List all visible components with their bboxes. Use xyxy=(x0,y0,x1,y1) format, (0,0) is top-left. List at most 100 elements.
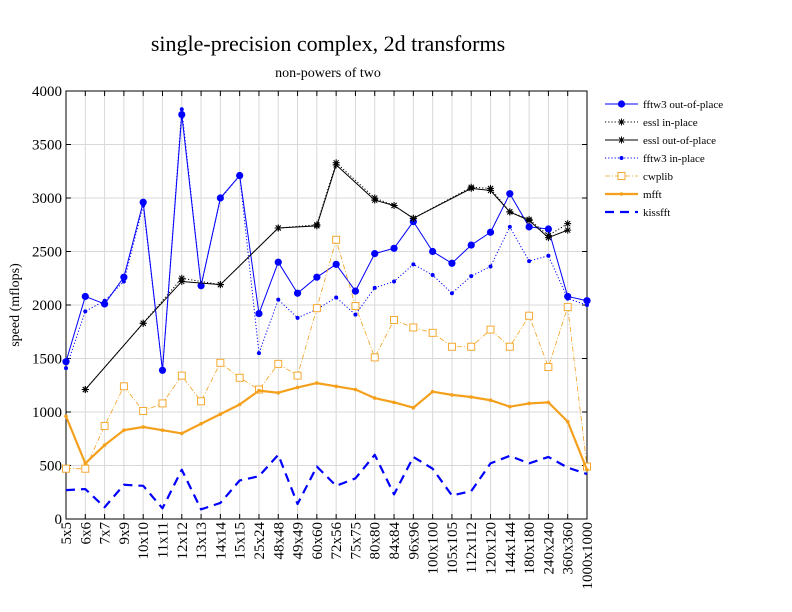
data-point xyxy=(392,400,396,405)
data-point xyxy=(177,371,186,380)
x-tick-label: 360x360 xyxy=(561,522,577,575)
y-tick-label: 4000 xyxy=(32,84,62,100)
data-point xyxy=(525,223,533,231)
legend-label: essl in-place xyxy=(643,117,698,129)
data-point xyxy=(351,302,360,311)
y-tick-label: 3000 xyxy=(32,191,62,207)
data-point xyxy=(525,311,534,320)
x-tick-label: 240x240 xyxy=(541,522,557,575)
data-point xyxy=(334,384,338,389)
y-tick-label: 2000 xyxy=(32,298,62,314)
data-point xyxy=(618,136,625,144)
data-point xyxy=(585,467,589,472)
data-point xyxy=(141,425,145,429)
data-point xyxy=(312,304,321,313)
data-point xyxy=(64,414,68,419)
x-tick-label: 96x96 xyxy=(406,522,422,560)
data-point xyxy=(313,222,321,230)
data-point xyxy=(199,421,203,426)
legend-entry: essl in-place xyxy=(605,117,698,129)
data-point xyxy=(100,300,109,308)
series-line xyxy=(65,114,588,371)
data-point xyxy=(390,244,398,252)
data-point xyxy=(525,216,533,224)
data-point xyxy=(295,315,300,320)
data-point xyxy=(544,225,553,233)
data-point xyxy=(199,283,204,288)
data-point xyxy=(293,289,302,297)
data-point xyxy=(256,351,261,356)
x-tick-label: 60x60 xyxy=(310,522,326,560)
chart-title: single-precision complex, 2d transforms xyxy=(151,31,505,56)
data-point xyxy=(197,397,206,406)
data-point xyxy=(564,226,572,234)
series-line xyxy=(64,382,589,471)
data-point xyxy=(390,316,398,324)
legend-entry: fftw3 in-place xyxy=(605,153,705,165)
x-tick-label: 100x100 xyxy=(426,522,442,575)
x-tick-label: 75x75 xyxy=(348,522,364,560)
x-tick-label: 10x10 xyxy=(136,522,152,560)
x-tick-label: 105x105 xyxy=(445,522,461,575)
data-point xyxy=(139,406,148,415)
x-tick-label: 7x7 xyxy=(98,522,114,545)
x-tick-label: 6x6 xyxy=(78,522,94,545)
data-point xyxy=(370,353,379,362)
data-point xyxy=(469,395,474,399)
data-point xyxy=(527,401,531,406)
data-point xyxy=(507,224,512,229)
data-point xyxy=(351,287,360,295)
series-0 xyxy=(62,110,591,374)
data-point xyxy=(276,390,281,395)
data-point xyxy=(487,187,495,195)
data-point xyxy=(565,419,570,424)
legend-label: fftw3 in-place xyxy=(643,153,705,165)
data-point xyxy=(411,262,416,267)
data-point xyxy=(617,172,626,180)
series-line xyxy=(65,108,588,371)
x-tick-label: 9x9 xyxy=(117,522,133,545)
x-tick-label: 180x180 xyxy=(522,522,538,575)
data-point xyxy=(409,214,417,222)
data-point xyxy=(546,253,551,258)
data-point xyxy=(64,366,68,371)
data-point xyxy=(467,184,475,192)
data-point xyxy=(486,325,495,334)
data-point xyxy=(411,405,416,410)
data-point xyxy=(235,373,244,382)
x-tick-label: 13x13 xyxy=(194,522,210,560)
data-point xyxy=(160,368,165,373)
data-point xyxy=(488,398,493,403)
series-5 xyxy=(64,381,589,472)
data-point xyxy=(139,319,147,327)
x-tick-label: 112x112 xyxy=(464,522,480,573)
data-point xyxy=(546,400,551,405)
data-point xyxy=(469,274,474,279)
data-point xyxy=(274,224,282,232)
data-point xyxy=(158,399,167,408)
data-point xyxy=(179,431,184,436)
y-tick-label: 1500 xyxy=(32,352,62,368)
legend-entry: cwplib xyxy=(605,171,673,183)
data-point xyxy=(619,192,624,196)
data-point xyxy=(218,412,223,416)
data-point xyxy=(372,396,377,400)
data-point xyxy=(449,291,454,296)
series-line xyxy=(84,164,568,390)
series-line xyxy=(65,453,588,511)
data-point xyxy=(257,388,261,393)
data-point xyxy=(334,295,339,300)
data-point xyxy=(293,371,302,380)
x-tick-label: 1000x1000 xyxy=(580,522,596,590)
y-tick-label: 500 xyxy=(40,459,63,475)
data-point xyxy=(390,201,398,209)
data-point xyxy=(160,428,165,432)
data-point xyxy=(332,161,340,169)
data-point xyxy=(392,279,397,284)
data-point xyxy=(565,296,570,301)
data-point xyxy=(62,464,70,473)
data-point xyxy=(178,277,186,285)
data-point xyxy=(102,443,107,447)
data-point xyxy=(81,464,90,473)
